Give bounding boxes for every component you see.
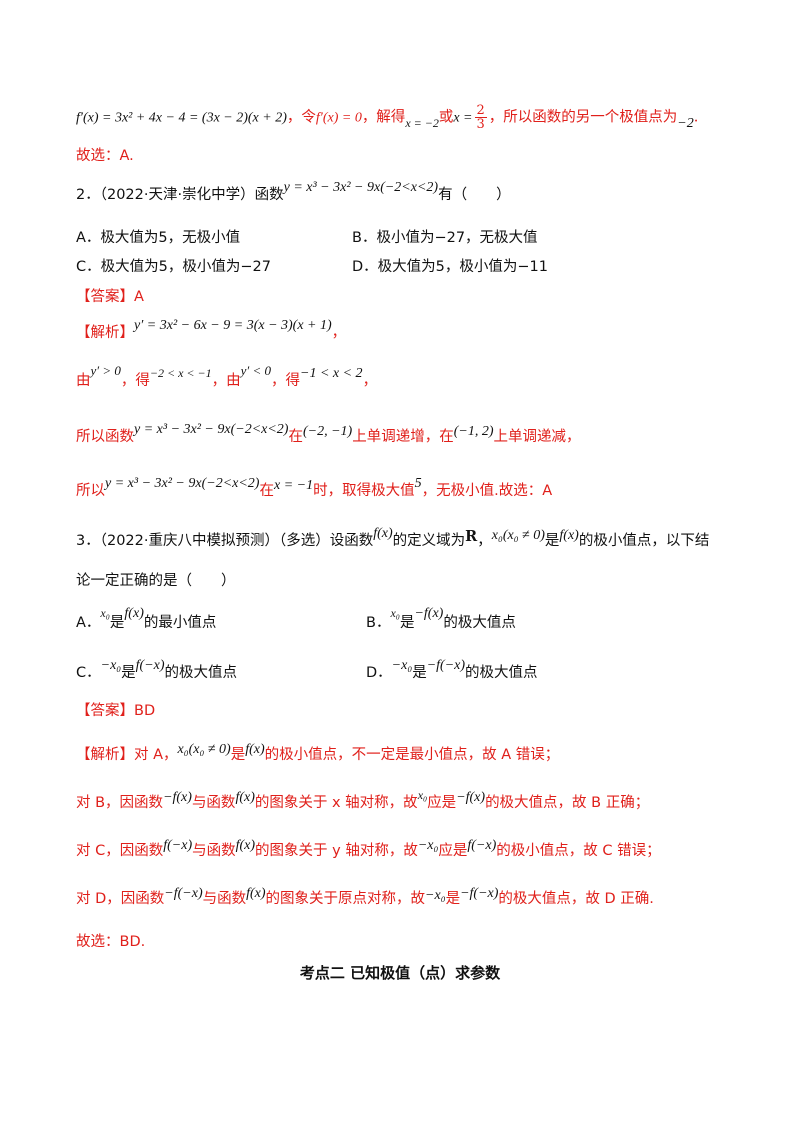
- q2-option-a: A．极大值为5，无极小值: [76, 230, 241, 246]
- q3-option-b: B．x₀是−f(x)的极大值点: [366, 606, 516, 631]
- q2-option-d: D．极大值为5，极小值为−11: [352, 259, 548, 275]
- question-3-stem: 3．（2022·重庆八中模拟预测）（多选）设函数f(x)的定义域为R，x₀(x₀…: [76, 526, 710, 549]
- q2-analysis-line2: 由y′ > 0，得−2 < x < −1，由y′ < 0，得−1 < x < 2…: [76, 363, 378, 389]
- q3-analysis-c: 对 C，因函数f(−x)与函数f(x)的图象关于 y 轴对称，故−x₀应是f(−…: [76, 838, 661, 859]
- question-3-stem-line2: 论一定正确的是（ ）: [76, 573, 236, 589]
- q3-analysis-b: 对 B，因函数−f(x)与函数f(x)的图象关于 x 轴对称，故x₀应是−f(x…: [76, 788, 650, 811]
- q2-answer: 【答案】A: [76, 289, 144, 305]
- q3-answer: 【答案】BD: [76, 703, 156, 719]
- q2-option-b: B．极小值为−27，无极大值: [352, 230, 538, 246]
- intro-line: f′(x) = 3x² + 4x − 4 = (3x − 2)(x + 2)，令…: [76, 103, 699, 132]
- q2-option-c: C．极大值为5，极小值为−27: [76, 259, 271, 275]
- q3-analysis-d: 对 D，因函数−f(−x)与函数f(x)的图象关于原点对称，故−x₀是−f(−x…: [76, 886, 654, 907]
- question-2-stem: 2．（2022·天津·崇化中学）函数y = x³ − 3x² − 9x(−2<x…: [76, 180, 511, 203]
- q3-analysis-a: 【解析】对 A，x₀(x₀ ≠ 0)是f(x)的极小值点，不一定是最小值点，故 …: [76, 742, 560, 763]
- q2-analysis-line3: 所以函数y = x³ − 3x² − 9x(−2<x<2)在(−2, −1)上单…: [76, 422, 581, 445]
- q2-function: y = x³ − 3x² − 9x(−2<x<2): [283, 180, 439, 195]
- q2-analysis: 【解析】y′ = 3x² − 6x − 9 = 3(x − 3)(x + 1)，: [76, 318, 347, 341]
- intro-select: 故选：A.: [76, 148, 134, 164]
- root1: x = −2: [405, 115, 439, 130]
- derivative-expr: f′(x) = 3x² + 4x − 4 = (3x − 2)(x + 2): [76, 110, 287, 126]
- q3-option-d: D．−x₀是−f(−x)的极大值点: [366, 658, 538, 681]
- q2-analysis-line4: 所以y = x³ − 3x² − 9x(−2<x<2)在x = −1时，取得极大…: [76, 476, 553, 499]
- q3-select: 故选：BD.: [76, 934, 146, 950]
- q3-option-a: A．x₀是f(x)的最小值点: [76, 606, 217, 631]
- q3-option-c: C．−x₀是f(−x)的极大值点: [76, 658, 238, 681]
- section-heading: 考点二 已知极值（点）求参数: [299, 964, 501, 982]
